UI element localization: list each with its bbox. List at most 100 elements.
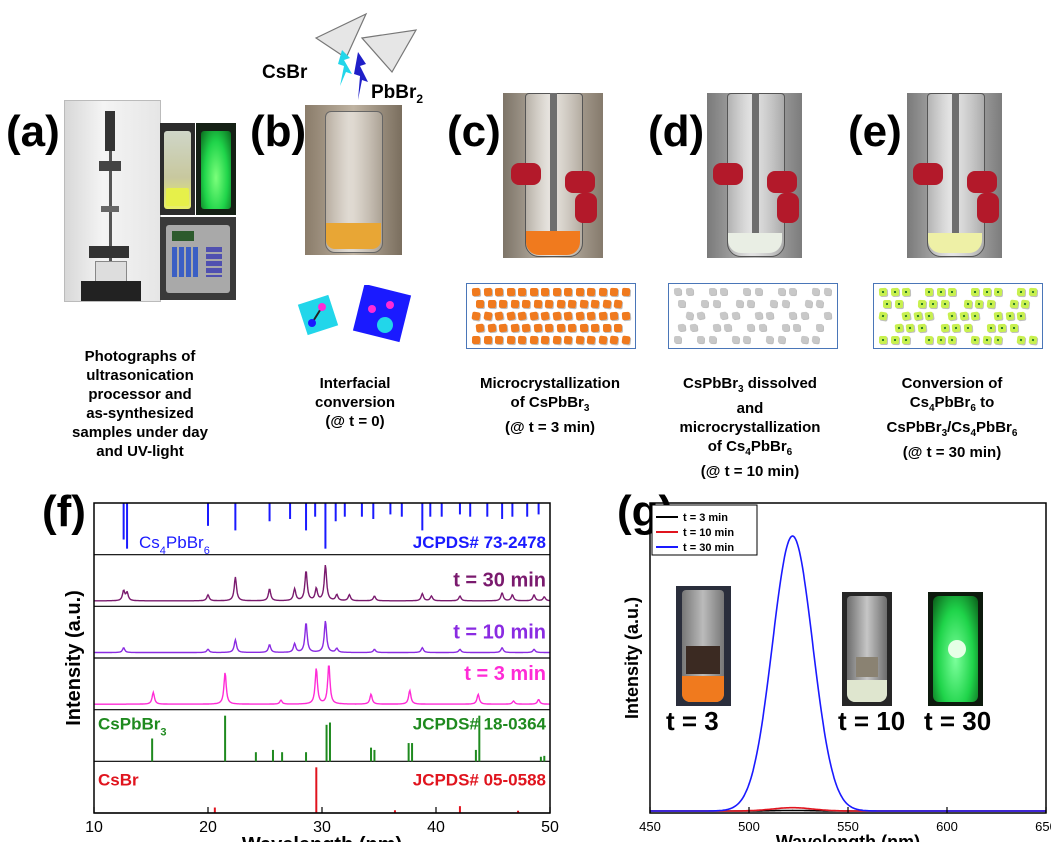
grey-crystal — [815, 323, 824, 332]
inner-crystal-dot — [939, 338, 942, 342]
orange-crystal — [541, 288, 549, 296]
green-crystal — [940, 299, 949, 309]
panel-label-c: (c) — [447, 107, 501, 156]
series-label-csbr: CsBr — [98, 770, 139, 789]
grey-crystal — [777, 287, 785, 296]
inner-crystal-dot — [954, 326, 958, 330]
inner-crystal-dot — [943, 302, 946, 306]
inner-crystal-dot — [1000, 326, 1004, 330]
grey-crystal — [723, 323, 732, 332]
orange-crystal — [621, 335, 630, 345]
green-crystal — [928, 299, 938, 309]
inner-crystal-dot — [989, 326, 992, 330]
grey-crystal — [788, 287, 797, 296]
grey-crystal — [746, 323, 755, 332]
caption-e: Conversion of Cs4PbBr6 to CsPbBr3/Cs4PbB… — [886, 375, 1018, 461]
orange-crystal — [575, 311, 584, 321]
orange-crystal — [529, 287, 538, 297]
inner-crystal-dot — [1031, 338, 1034, 342]
grey-crystal — [685, 287, 693, 296]
xrd-pattern-line — [94, 620, 550, 654]
microcrystal-sketch-cspbbr3 — [466, 283, 636, 349]
inner-crystal-dot — [977, 302, 981, 306]
orange-crystal — [563, 335, 573, 345]
orange-crystal — [510, 323, 519, 333]
vial-photo-t30 — [907, 93, 1002, 258]
inner-crystal-dot — [951, 291, 953, 293]
grey-crystal — [712, 323, 720, 332]
inner-crystal-dot — [1012, 302, 1015, 306]
caption-c: Microcrystallization of CsPbBr3 (@ t = 3… — [479, 375, 621, 436]
inner-crystal-dot — [927, 338, 931, 342]
orange-crystal — [567, 299, 577, 309]
orange-crystal — [494, 287, 504, 297]
green-crystal — [890, 335, 899, 345]
orange-crystal — [471, 311, 481, 321]
orange-crystal — [590, 299, 600, 309]
grey-crystal — [673, 287, 682, 296]
grey-crystal — [735, 299, 743, 308]
x-tick-label: 40 — [427, 819, 445, 836]
orange-crystal — [575, 287, 584, 297]
green-crystal — [947, 335, 957, 345]
orange-crystal — [483, 287, 492, 297]
inner-crystal-dot — [996, 338, 1000, 342]
orange-crystal — [521, 299, 531, 309]
inner-crystal-dot — [950, 338, 954, 342]
inner-crystal-dot — [931, 302, 935, 306]
inner-crystal-dot — [996, 290, 1000, 294]
green-crystal — [982, 335, 991, 345]
grey-crystal — [811, 335, 820, 344]
orange-crystal — [579, 323, 588, 333]
green-crystal — [1016, 335, 1026, 345]
grey-crystal — [792, 323, 801, 332]
inner-crystal-dot — [1008, 314, 1011, 318]
series-label-t3: t = 3 min — [464, 663, 546, 685]
green-crystal — [1005, 311, 1014, 321]
green-crystal — [947, 311, 957, 321]
orange-crystal — [552, 287, 561, 297]
y-axis-label: Intensity (a.u.) — [622, 597, 642, 719]
inner-crystal-dot — [1019, 314, 1023, 318]
inner-crystal-dot — [881, 338, 885, 342]
orange-crystal — [579, 299, 588, 309]
grey-crystal — [758, 323, 766, 332]
green-crystal — [993, 335, 1003, 345]
uv-sample-photo — [196, 123, 236, 215]
grey-crystal — [719, 311, 728, 320]
inner-crystal-dot — [904, 290, 908, 294]
green-crystal — [912, 311, 923, 321]
x-tick-label: 20 — [199, 819, 217, 836]
orange-crystal — [563, 287, 573, 297]
orange-crystal — [613, 299, 623, 309]
inner-crystal-dot — [904, 314, 908, 318]
orange-crystal — [586, 335, 596, 345]
grey-crystal — [765, 311, 774, 320]
ref-label-csbr: JCPDS# 05-0588 — [413, 770, 546, 789]
grey-crystal — [742, 335, 751, 344]
orange-crystal — [471, 335, 481, 345]
inner-crystal-dot — [885, 302, 889, 306]
green-crystal — [936, 287, 945, 297]
microcrystal-sketch-composite — [873, 283, 1043, 349]
x-tick-label: 650 — [1035, 819, 1051, 834]
orange-crystal — [602, 299, 611, 309]
grey-crystal — [700, 299, 709, 308]
green-crystal — [940, 323, 949, 333]
grey-crystal — [677, 299, 686, 308]
green-crystal — [986, 299, 995, 309]
inner-crystal-dot — [966, 302, 969, 306]
green-crystal — [924, 287, 934, 297]
legend-entry: t = 10 min — [683, 527, 734, 539]
green-crystal — [878, 287, 888, 297]
green-crystal — [1028, 335, 1037, 345]
grey-crystal — [677, 323, 686, 332]
grey-crystal — [696, 335, 705, 344]
orange-crystal — [540, 311, 550, 321]
caption-b: Interfacial conversion (@ t = 0) — [314, 375, 396, 430]
orange-crystal — [544, 299, 554, 309]
reagent-label-pbbr2: PbBr2 — [371, 82, 424, 106]
vial-photo-t0 — [305, 105, 402, 255]
orange-crystal — [609, 311, 619, 321]
inset-vial-t10 — [842, 592, 892, 706]
